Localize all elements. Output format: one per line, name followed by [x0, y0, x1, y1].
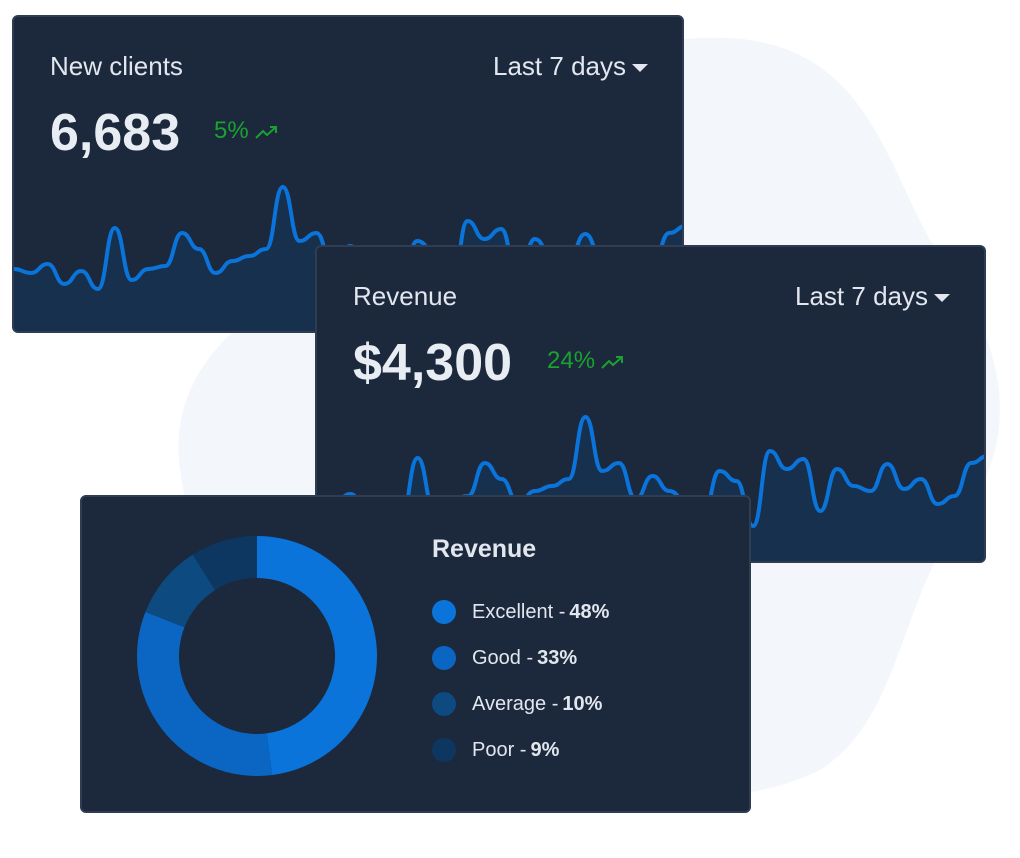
- delta-text: 5%: [214, 117, 249, 144]
- caret-down-icon: [632, 64, 648, 73]
- legend-item-excellent: Excellent -48%: [432, 589, 609, 635]
- trending-up-icon: [254, 125, 277, 139]
- chart-legend: Excellent -48% Good -33% Average -10% Poor …: [432, 589, 609, 773]
- chart-title: Revenue: [432, 535, 537, 563]
- donut-slice-average: [145, 554, 216, 628]
- legend-item-poor: Poor -9%: [432, 727, 609, 773]
- legend-label: Average: [472, 692, 547, 715]
- date-range-dropdown[interactable]: Last 7 days: [795, 281, 950, 312]
- caret-down-icon: [934, 294, 950, 303]
- legend-dot-icon: [432, 600, 456, 624]
- revenue-donut-chart: [136, 536, 378, 776]
- legend-item-good: Good -33%: [432, 635, 609, 681]
- delta-text: 24%: [547, 347, 596, 374]
- date-range-dropdown[interactable]: Last 7 days: [493, 51, 648, 82]
- card-title: New clients: [50, 51, 183, 81]
- legend-value: 10%: [562, 692, 603, 715]
- metric-value: $4,300: [353, 334, 513, 392]
- legend-value: 48%: [569, 600, 610, 623]
- donut-slice-poor: [192, 536, 257, 591]
- legend-value: 9%: [530, 738, 560, 761]
- legend-value: 33%: [537, 646, 578, 669]
- trending-up-icon: [601, 355, 624, 369]
- metric-value: 6,683: [50, 104, 181, 162]
- legend-label: Good: [472, 646, 521, 669]
- revenue-breakdown-card: Revenue Excellent -48% Good -33% Average -…: [80, 495, 751, 813]
- card-title: Revenue: [353, 281, 458, 311]
- date-range-label: Last 7 days: [493, 51, 626, 81]
- legend-dot-icon: [432, 646, 456, 670]
- legend-dot-icon: [432, 738, 456, 762]
- metric-delta: 24%: [547, 347, 625, 375]
- donut-slice-good: [136, 611, 273, 776]
- date-range-label: Last 7 days: [795, 281, 928, 311]
- legend-dot-icon: [432, 692, 456, 716]
- legend-label: Poor: [472, 738, 515, 761]
- legend-item-average: Average -10%: [432, 681, 609, 727]
- donut-slice-excellent: [257, 536, 378, 776]
- metric-delta: 5%: [214, 117, 279, 145]
- legend-label: Excellent: [472, 600, 554, 623]
